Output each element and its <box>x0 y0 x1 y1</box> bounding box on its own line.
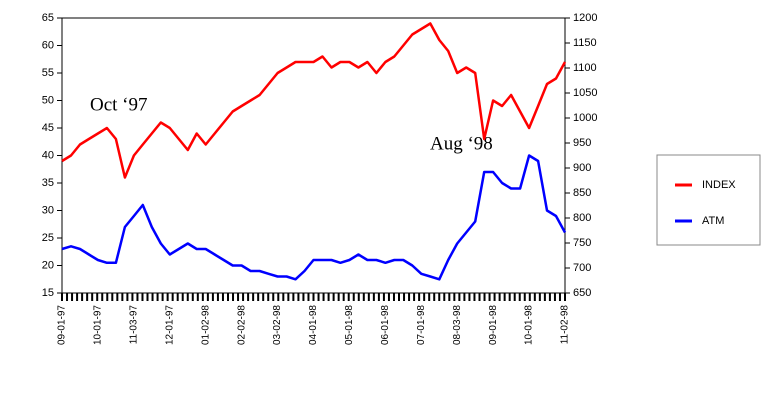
y-tick-label: 25 <box>42 232 54 244</box>
legend-label: ATM <box>702 215 724 227</box>
x-tick-label: 10-01-97 <box>93 305 104 345</box>
y2-tick-label: 1100 <box>573 62 597 74</box>
y-tick-label: 45 <box>42 122 54 134</box>
x-tick-label: 08-03-98 <box>452 305 463 345</box>
x-tick-label: 06-01-98 <box>380 305 391 345</box>
annotation: Aug ‘98 <box>430 133 493 154</box>
x-tick-label: 12-01-97 <box>164 305 175 345</box>
x-tick-label: 09-01-98 <box>488 305 499 345</box>
x-tick-label: 02-02-98 <box>236 305 247 345</box>
x-tick-label: 05-01-98 <box>344 305 355 345</box>
y2-tick-label: 1000 <box>573 112 597 124</box>
y2-tick-label: 1150 <box>573 37 597 49</box>
y2-tick-label: 650 <box>573 287 591 299</box>
y2-tick-label: 1200 <box>573 12 597 24</box>
y-tick-label: 60 <box>42 39 54 51</box>
series-line <box>61 154 567 281</box>
x-tick-label: 04-01-98 <box>308 305 319 345</box>
plot-frame <box>61 17 566 294</box>
y-tick-label: 55 <box>42 67 54 79</box>
x-tick-label: 09-01-97 <box>57 305 68 345</box>
x-tick-label: 10-01-98 <box>524 305 535 345</box>
x-tick-label: 01-02-98 <box>200 305 211 345</box>
y2-tick-label: 800 <box>573 212 591 224</box>
y-tick-label: 40 <box>42 149 54 161</box>
legend-label: INDEX <box>702 179 736 191</box>
y-tick-label: 65 <box>42 12 54 24</box>
y-tick-label: 30 <box>42 204 54 216</box>
y-tick-label: 15 <box>42 287 54 299</box>
y2-tick-label: 750 <box>573 237 591 249</box>
legend-box <box>656 154 761 246</box>
y2-tick-label: 900 <box>573 162 591 174</box>
y2-tick-label: 700 <box>573 262 591 274</box>
y-tick-label: 35 <box>42 177 54 189</box>
y-tick-label: 50 <box>42 94 54 106</box>
series-line <box>61 22 567 179</box>
annotation: Oct ‘97 <box>90 94 148 115</box>
y2-tick-label: 1050 <box>573 87 597 99</box>
x-tick-label: 03-02-98 <box>272 305 283 345</box>
y-tick-label: 20 <box>42 259 54 271</box>
y2-tick-label: 850 <box>573 187 591 199</box>
y2-tick-label: 950 <box>573 137 591 149</box>
x-tick-label: 11-03-97 <box>128 305 139 345</box>
x-tick-label: 07-01-98 <box>416 305 427 345</box>
x-tick-label: 11-02-98 <box>560 305 571 345</box>
